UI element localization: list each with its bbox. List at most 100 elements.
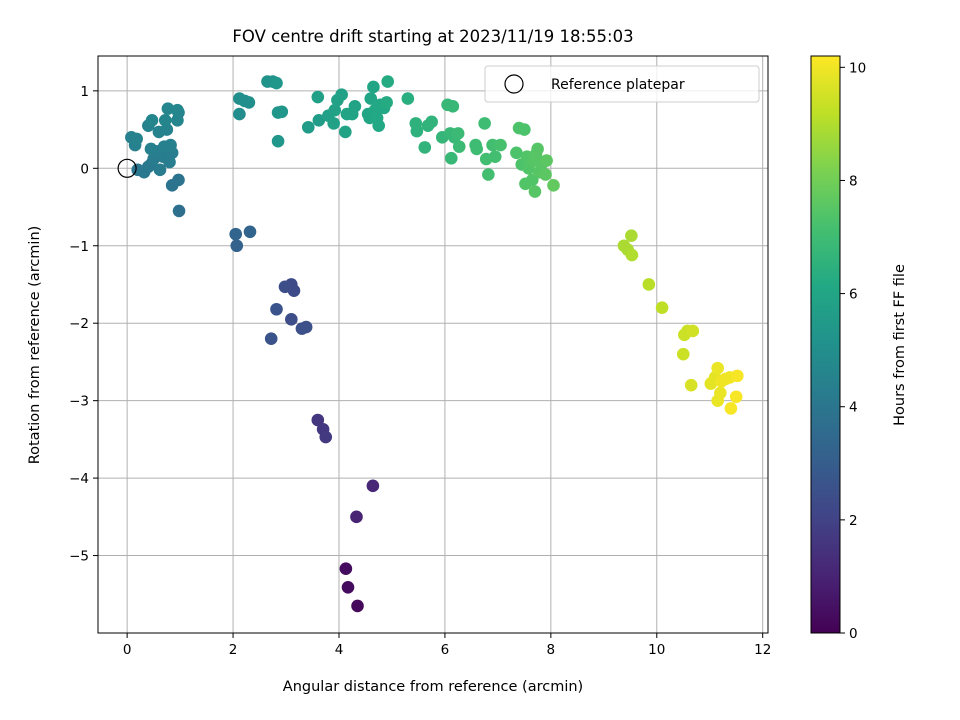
data-point — [145, 113, 159, 127]
data-point — [444, 151, 458, 165]
y-tick-label: −3 — [69, 394, 89, 410]
y-tick-label: −5 — [69, 549, 89, 565]
chart-title: FOV centre drift starting at 2023/11/19 … — [232, 27, 633, 46]
x-tick-label: 6 — [441, 642, 450, 658]
data-point — [153, 163, 167, 177]
grid-lines — [98, 56, 768, 633]
data-point — [540, 154, 553, 167]
data-point — [655, 301, 669, 315]
data-point — [229, 227, 243, 241]
colorbar: 0 2 4 6 8 10 Hours from first FF file — [810, 55, 908, 642]
data-point — [348, 100, 362, 113]
legend-entry-label: Reference platepar — [551, 77, 685, 93]
data-point — [366, 479, 380, 493]
data-point — [285, 313, 298, 326]
x-tick-label: 12 — [754, 642, 771, 658]
data-point — [418, 141, 432, 154]
data-point — [364, 92, 378, 105]
data-point — [380, 96, 393, 109]
colorbar-gradient — [810, 55, 841, 634]
scatter-points — [125, 75, 744, 613]
legend: Reference platepar — [484, 65, 760, 103]
data-point — [351, 599, 364, 613]
data-point — [470, 142, 483, 156]
data-point — [451, 127, 465, 140]
data-point — [158, 113, 172, 127]
plot-frame — [97, 55, 769, 634]
data-point — [724, 402, 738, 415]
y-tick-label: 1 — [80, 84, 89, 100]
x-axis-label: Angular distance from reference (arcmin) — [283, 679, 583, 695]
data-point — [642, 278, 656, 291]
data-point — [488, 150, 502, 163]
data-point — [301, 120, 315, 134]
data-point — [312, 113, 326, 127]
data-point — [625, 248, 639, 262]
data-point — [350, 510, 363, 524]
data-point — [270, 302, 283, 316]
x-tick-label: 4 — [335, 642, 344, 658]
x-tick-label: 2 — [229, 642, 238, 658]
data-point — [711, 361, 724, 375]
data-point — [341, 581, 355, 594]
data-point — [144, 142, 158, 156]
x-tick-label: 10 — [648, 642, 665, 658]
colorbar-ticks: 0 2 4 6 8 10 — [840, 60, 866, 642]
data-point — [410, 124, 424, 138]
colorbar-label: Hours from first FF file — [892, 264, 908, 426]
data-point — [319, 430, 333, 444]
data-point — [230, 239, 244, 253]
colorbar-tick-label: 8 — [849, 173, 858, 189]
colorbar-tick-label: 0 — [849, 626, 858, 642]
y-axis-label: Rotation from reference (arcmin) — [27, 226, 43, 465]
data-point — [238, 94, 252, 108]
data-point — [339, 125, 352, 139]
data-point — [171, 103, 184, 117]
data-point — [299, 320, 313, 334]
colorbar-tick-label: 10 — [849, 60, 866, 76]
data-point — [510, 146, 523, 160]
data-point — [730, 369, 744, 383]
data-point — [311, 90, 325, 104]
data-point — [714, 386, 727, 400]
data-point — [271, 134, 285, 148]
colorbar-tick-label: 4 — [849, 400, 858, 416]
data-point — [270, 76, 283, 90]
y-axis-ticks: −5 −4 −3 −2 −1 0 1 — [69, 84, 98, 565]
y-tick-label: −2 — [69, 316, 89, 332]
data-point — [130, 132, 143, 146]
data-point — [425, 115, 438, 129]
data-point — [401, 92, 415, 105]
y-tick-label: −4 — [69, 471, 89, 487]
data-point — [335, 88, 348, 102]
data-point — [275, 105, 289, 119]
data-point — [494, 138, 507, 152]
reference-platepar-marker — [117, 158, 137, 178]
data-point — [729, 390, 743, 404]
data-point — [381, 75, 395, 88]
data-point — [172, 204, 186, 218]
data-point — [478, 117, 491, 130]
data-point — [625, 229, 638, 242]
data-point — [528, 185, 542, 198]
colorbar-tick-label: 6 — [849, 287, 858, 303]
data-point — [547, 179, 560, 192]
data-point — [482, 168, 495, 181]
data-point — [327, 117, 340, 130]
data-point — [452, 140, 466, 153]
data-point — [264, 332, 278, 345]
data-point — [172, 173, 185, 187]
y-tick-label: 0 — [80, 161, 89, 177]
data-point — [539, 168, 552, 181]
data-point — [446, 100, 460, 113]
data-point — [243, 225, 257, 239]
data-point — [686, 324, 700, 338]
data-point — [164, 138, 177, 152]
x-tick-label: 8 — [547, 642, 556, 658]
data-point — [311, 413, 325, 427]
y-tick-label: −1 — [69, 239, 89, 255]
data-point — [367, 80, 380, 94]
x-tick-label: 0 — [123, 642, 132, 658]
data-point — [161, 102, 175, 115]
